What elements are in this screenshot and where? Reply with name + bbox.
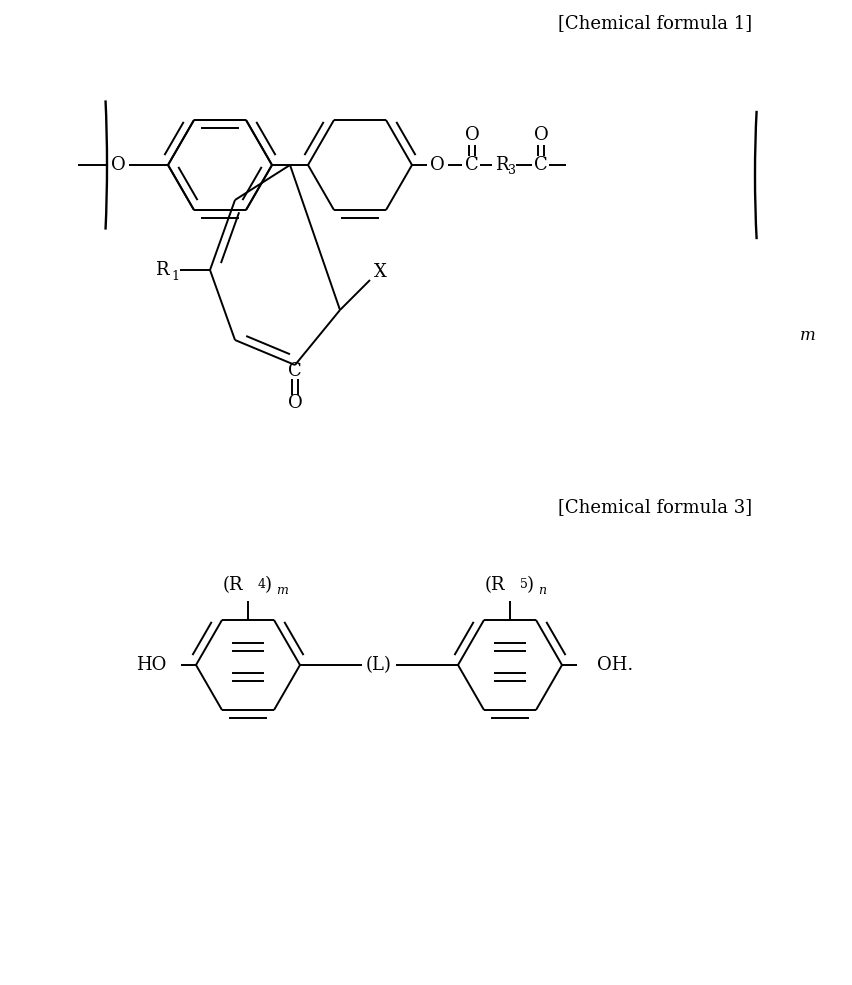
Text: C: C xyxy=(534,156,548,174)
Text: O: O xyxy=(429,156,445,174)
Text: O: O xyxy=(288,394,302,412)
Text: C: C xyxy=(288,362,302,380)
Text: OH.: OH. xyxy=(597,656,633,674)
Text: C: C xyxy=(465,156,479,174)
Text: m: m xyxy=(276,584,288,598)
Text: (L): (L) xyxy=(366,656,392,674)
Text: (R: (R xyxy=(222,576,243,594)
Text: O: O xyxy=(111,156,125,174)
Text: X: X xyxy=(373,263,387,281)
Text: O: O xyxy=(464,126,480,144)
Text: 4: 4 xyxy=(258,578,266,592)
Text: [Chemical formula 1]: [Chemical formula 1] xyxy=(558,14,752,32)
Text: m: m xyxy=(800,326,816,344)
Text: O: O xyxy=(533,126,549,144)
Text: R: R xyxy=(495,156,509,174)
Text: 3: 3 xyxy=(508,164,516,176)
Text: ): ) xyxy=(527,576,534,594)
Text: 5: 5 xyxy=(520,578,528,592)
Text: (R: (R xyxy=(485,576,505,594)
Text: [Chemical formula 3]: [Chemical formula 3] xyxy=(558,498,752,516)
Text: R: R xyxy=(155,261,169,279)
Text: n: n xyxy=(538,584,546,598)
Text: ): ) xyxy=(265,576,272,594)
Text: HO: HO xyxy=(135,656,166,674)
Text: 1: 1 xyxy=(171,270,179,283)
